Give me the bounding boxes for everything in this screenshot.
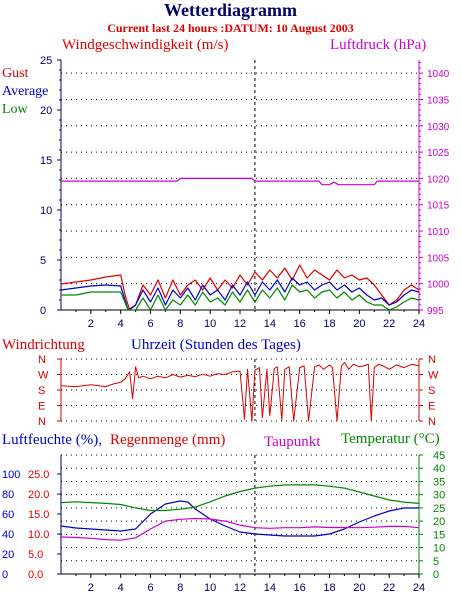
rain-axis-title: Regenmenge (mm) — [110, 432, 226, 448]
hour-tick-label: 2 — [88, 582, 94, 594]
direction-label-right: N — [428, 416, 436, 428]
series-line-low — [61, 284, 420, 311]
hour-tick-label: 20 — [353, 582, 365, 594]
humidity-tick-label: 100 — [2, 469, 20, 481]
wind-tick-label: 20 — [40, 105, 52, 117]
wind-tick-label: 5 — [40, 255, 46, 267]
hour-tick-label: 10 — [204, 318, 216, 330]
series-line-gust — [60, 264, 420, 311]
rain-tick-label: 20.0 — [28, 489, 49, 501]
series-line-luftfeuchte — [60, 500, 419, 537]
humidity-tick-label: 40 — [2, 529, 14, 541]
pressure-tick-label: 1020 — [427, 174, 450, 185]
temperature-tick-label: 15 — [433, 529, 445, 541]
wind-pressure-chart: 9951000100510101015102010251030103510400… — [40, 55, 450, 330]
hour-tick-label: 4 — [118, 318, 124, 330]
rain-tick-label: 10.0 — [28, 529, 49, 541]
direction-label-right: E — [428, 401, 435, 413]
pressure-tick-label: 1005 — [427, 253, 450, 264]
hour-tick-label: 16 — [294, 582, 306, 594]
temperature-axis-title: Temperatur (°C) — [341, 431, 440, 447]
dewpoint-legend: Taupunkt — [264, 434, 321, 450]
hour-tick-label: 8 — [177, 582, 183, 594]
hour-tick-label: 6 — [147, 582, 153, 594]
rain-tick-label: 0.0 — [28, 569, 43, 581]
hour-tick-label: 8 — [177, 318, 183, 330]
pressure-tick-label: 995 — [427, 306, 444, 317]
series-line-luftdruck — [61, 177, 419, 186]
pressure-tick-label: 1030 — [427, 122, 450, 133]
hour-tick-label: 12 — [234, 582, 246, 594]
hour-tick-label: 6 — [147, 318, 153, 330]
hour-tick-label: 24 — [413, 318, 425, 330]
pressure-tick-label: 1035 — [427, 95, 450, 106]
series-line-taupunkt — [60, 517, 420, 541]
pressure-axis-title: Luftdruck (hPa) — [330, 37, 427, 53]
rain-tick-label: 25.0 — [28, 469, 49, 481]
direction-label-right: N — [428, 354, 436, 366]
pressure-tick-label: 1010 — [427, 227, 450, 238]
direction-label-left: S — [38, 385, 45, 397]
pressure-tick-label: 1040 — [427, 69, 450, 80]
hour-tick-label: 16 — [294, 318, 306, 330]
pressure-tick-label: 1015 — [427, 201, 450, 212]
temperature-tick-label: 30 — [433, 490, 445, 502]
hour-tick-label: 20 — [353, 318, 365, 330]
wind-tick-label: 25 — [40, 55, 52, 67]
series-line-windrichtung — [60, 361, 420, 422]
direction-label-left: W — [38, 370, 49, 382]
hour-tick-label: 2 — [88, 318, 94, 330]
wind-direction-chart: N NW WS SE EN N — [38, 354, 439, 428]
temperature-tick-label: 35 — [433, 476, 445, 488]
hour-tick-label: 22 — [383, 318, 395, 330]
page-subtitle: Current last 24 hours :DATUM: 10 August … — [107, 21, 354, 35]
direction-label-right: W — [428, 370, 439, 382]
hour-tick-label: 10 — [204, 582, 216, 594]
hour-tick-label: 14 — [264, 318, 276, 330]
direction-label-left: N — [38, 416, 46, 428]
page-title: Wetterdiagramm — [164, 0, 297, 20]
pressure-tick-label: 1025 — [427, 148, 450, 159]
hour-tick-label: 14 — [264, 582, 276, 594]
rain-tick-label: 5.0 — [28, 549, 43, 561]
temperature-tick-label: 20 — [433, 516, 445, 528]
legend-gust: Gust — [2, 66, 29, 81]
rain-tick-label: 15.0 — [28, 509, 49, 521]
humidity-tick-label: 20 — [2, 549, 14, 561]
wind-speed-axis-title: Windgeschwindigkeit (m/s) — [62, 37, 229, 53]
direction-label-right: S — [428, 385, 435, 397]
wind-direction-title: Windrichtung — [2, 337, 85, 353]
wind-tick-label: 15 — [40, 155, 52, 167]
series-line-average — [60, 277, 420, 311]
pressure-tick-label: 1000 — [427, 280, 450, 291]
temperature-tick-label: 45 — [433, 450, 445, 462]
hour-tick-label: 4 — [118, 582, 124, 594]
temperature-tick-label: 10 — [433, 543, 445, 555]
temperature-tick-label: 40 — [433, 463, 445, 475]
hour-tick-label: 24 — [413, 582, 425, 594]
temperature-tick-label: 0 — [433, 569, 439, 581]
hour-tick-label: 18 — [323, 582, 335, 594]
temperature-tick-label: 5 — [433, 556, 439, 568]
humidity-tick-label: 80 — [2, 489, 14, 501]
wind-tick-label: 0 — [40, 305, 46, 317]
direction-label-left: E — [38, 401, 45, 413]
legend-low: Low — [2, 102, 28, 117]
hour-tick-label: 18 — [323, 318, 335, 330]
wind-tick-label: 10 — [40, 205, 52, 217]
legend-average: Average — [2, 84, 49, 99]
hour-tick-label: 22 — [383, 582, 395, 594]
temperature-tick-label: 25 — [433, 503, 445, 515]
direction-label-left: N — [38, 354, 46, 366]
humidity-tick-label: 0 — [2, 569, 8, 581]
humidity-axis-title: Luftfeuchte (%), — [2, 432, 102, 448]
humidity-tick-label: 60 — [2, 509, 14, 521]
hour-tick-label: 12 — [234, 318, 246, 330]
series-line-temperatur — [60, 484, 420, 512]
hours-axis-title: Uhrzeit (Stunden des Tages) — [131, 337, 301, 353]
